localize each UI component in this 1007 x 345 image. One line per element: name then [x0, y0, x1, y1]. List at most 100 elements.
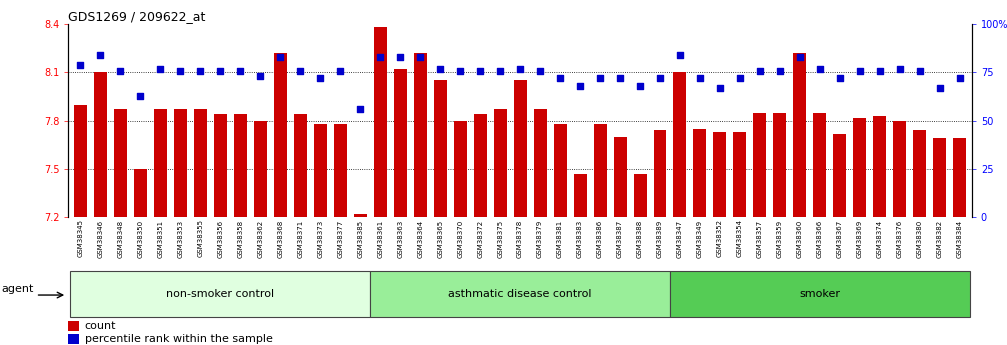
Bar: [114, 109, 127, 217]
Point: [612, 76, 628, 81]
Text: GSM38358: GSM38358: [238, 219, 244, 258]
Bar: [654, 130, 667, 217]
Bar: [574, 174, 586, 217]
Text: smoker: smoker: [800, 289, 841, 299]
Bar: [814, 113, 827, 217]
Bar: [794, 53, 807, 217]
Text: GSM38375: GSM38375: [497, 219, 504, 258]
Text: GSM38373: GSM38373: [317, 219, 323, 258]
Bar: [514, 80, 527, 217]
Text: GSM38386: GSM38386: [597, 219, 603, 258]
Point: [652, 76, 668, 81]
Point: [392, 54, 408, 60]
Bar: [674, 72, 687, 217]
Text: GSM38389: GSM38389: [657, 219, 663, 258]
Bar: [670, 271, 970, 317]
Bar: [853, 118, 866, 217]
Point: [272, 54, 288, 60]
Text: GSM38355: GSM38355: [197, 219, 203, 257]
Point: [632, 83, 649, 89]
Point: [192, 68, 208, 73]
Text: GSM38379: GSM38379: [537, 219, 543, 258]
Point: [132, 93, 148, 98]
Text: GSM38359: GSM38359: [777, 219, 782, 258]
Text: GSM38380: GSM38380: [916, 219, 922, 258]
Text: GSM38354: GSM38354: [737, 219, 743, 257]
Point: [952, 76, 968, 81]
Text: GSM38349: GSM38349: [697, 219, 703, 258]
Bar: [353, 214, 367, 217]
Text: GSM38370: GSM38370: [457, 219, 463, 258]
Bar: [154, 109, 167, 217]
Bar: [753, 113, 766, 217]
Text: GDS1269 / 209622_at: GDS1269 / 209622_at: [68, 10, 205, 23]
Point: [792, 54, 808, 60]
Text: GSM38362: GSM38362: [258, 219, 263, 258]
Text: GSM38346: GSM38346: [98, 219, 104, 258]
Bar: [333, 124, 346, 217]
Bar: [613, 137, 626, 217]
Bar: [194, 109, 206, 217]
Text: GSM38356: GSM38356: [218, 219, 224, 258]
Point: [432, 66, 448, 71]
Text: GSM38367: GSM38367: [837, 219, 843, 258]
Point: [73, 62, 89, 68]
Point: [233, 68, 249, 73]
Point: [492, 68, 509, 73]
Bar: [873, 116, 886, 217]
Bar: [434, 80, 447, 217]
Point: [911, 68, 927, 73]
Bar: [954, 138, 967, 217]
Bar: [534, 109, 547, 217]
Text: GSM38383: GSM38383: [577, 219, 583, 258]
Bar: [473, 114, 486, 217]
Point: [472, 68, 488, 73]
Text: GSM38388: GSM38388: [637, 219, 643, 258]
Point: [931, 85, 948, 91]
Bar: [733, 132, 746, 217]
Text: GSM38376: GSM38376: [897, 219, 903, 258]
Text: GSM38345: GSM38345: [78, 219, 84, 257]
Point: [93, 52, 109, 58]
Bar: [593, 124, 606, 217]
Text: GSM38360: GSM38360: [797, 219, 803, 258]
Point: [332, 68, 348, 73]
Bar: [834, 134, 846, 217]
Point: [832, 76, 848, 81]
Text: GSM38348: GSM38348: [118, 219, 124, 258]
Text: GSM38364: GSM38364: [417, 219, 423, 258]
Point: [712, 85, 728, 91]
Point: [812, 66, 828, 71]
Bar: [134, 169, 147, 217]
Bar: [294, 114, 307, 217]
Bar: [74, 105, 87, 217]
Point: [892, 66, 908, 71]
Text: GSM38384: GSM38384: [957, 219, 963, 258]
Point: [312, 76, 328, 81]
Text: GSM38372: GSM38372: [477, 219, 483, 258]
Bar: [773, 113, 786, 217]
Bar: [314, 124, 326, 217]
Point: [771, 68, 787, 73]
Point: [172, 68, 188, 73]
Text: GSM38347: GSM38347: [677, 219, 683, 258]
Text: GSM38351: GSM38351: [157, 219, 163, 258]
Point: [253, 73, 269, 79]
Bar: [254, 121, 267, 217]
Text: count: count: [85, 321, 116, 331]
Point: [352, 106, 369, 112]
Bar: [94, 72, 107, 217]
Text: GSM38368: GSM38368: [277, 219, 283, 258]
Bar: [554, 124, 567, 217]
Text: non-smoker control: non-smoker control: [166, 289, 275, 299]
Bar: [213, 114, 227, 217]
Bar: [893, 121, 906, 217]
Bar: [70, 271, 371, 317]
Bar: [68, 334, 79, 344]
Text: GSM38382: GSM38382: [937, 219, 943, 258]
Point: [113, 68, 129, 73]
Text: GSM38378: GSM38378: [518, 219, 523, 258]
Bar: [374, 27, 387, 217]
Point: [752, 68, 768, 73]
Bar: [68, 321, 79, 331]
